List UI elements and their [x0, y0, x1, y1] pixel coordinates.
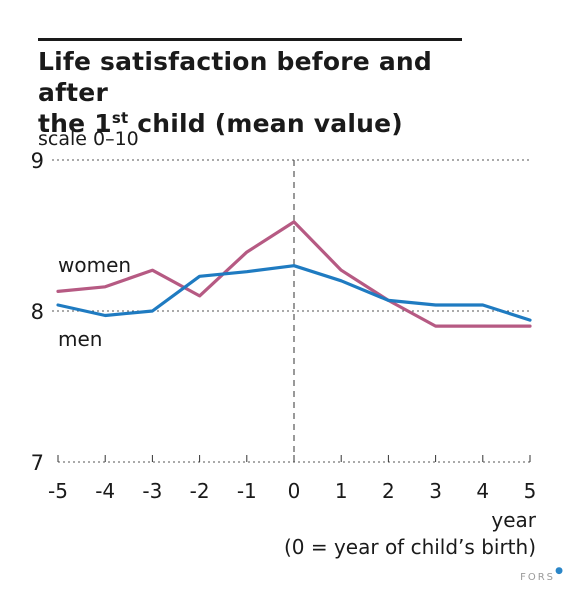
- x-tick-label: -4: [95, 479, 115, 503]
- y-tick-label: 9: [31, 149, 44, 173]
- brand-logo: FORS: [520, 572, 555, 583]
- series-line-men: [56, 264, 532, 322]
- x-tick-label: -1: [237, 479, 257, 503]
- title-rule: [38, 38, 462, 41]
- x-axis-label: year: [491, 508, 536, 532]
- x-tick-label: -5: [48, 479, 68, 503]
- series-label-women: women: [58, 253, 131, 277]
- x-tick-label: 1: [335, 479, 348, 503]
- series-label-men: men: [58, 327, 102, 351]
- x-tick-label: 3: [429, 479, 442, 503]
- x-axis-note: (0 = year of child’s birth): [284, 535, 536, 559]
- title-line-2-pre: the 1: [38, 109, 112, 138]
- x-tick-label: 4: [476, 479, 489, 503]
- x-tick-label: 2: [382, 479, 395, 503]
- title-line-2-post: child (mean value): [128, 109, 403, 138]
- x-tick-label: -2: [190, 479, 210, 503]
- chart-title: Life satisfaction before and after the 1s…: [38, 46, 478, 139]
- x-tick-label: -3: [142, 479, 162, 503]
- series-line-women: [56, 220, 532, 328]
- y-tick-label: 7: [31, 451, 44, 475]
- x-tick-label: 5: [524, 479, 537, 503]
- x-tick-label: 0: [288, 479, 301, 503]
- title-superscript: st: [111, 109, 129, 127]
- y-tick-label: 8: [31, 300, 44, 324]
- y-axis-label: scale 0–10: [38, 128, 139, 150]
- title-line-1: Life satisfaction before and after: [38, 47, 433, 107]
- brand-dot-icon: ●: [555, 566, 563, 576]
